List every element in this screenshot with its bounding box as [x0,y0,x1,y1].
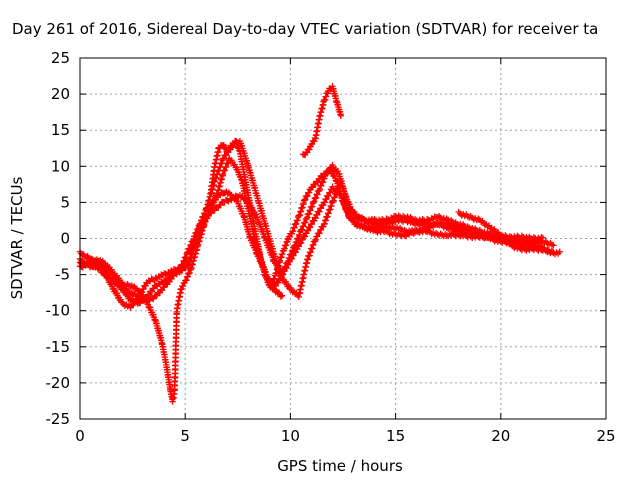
data-point [313,233,321,240]
x-tick-label-1: 5 [180,427,190,445]
y-tick-label-9: -20 [46,374,71,392]
x-tick-label-4: 20 [491,427,510,445]
data-point [317,205,325,212]
data-point [138,289,146,296]
y-tick-label-5: 0 [60,230,70,248]
y-tick-label-7: -10 [46,302,71,320]
data-point [299,236,306,243]
data-point [178,285,185,293]
data-point [325,192,332,199]
data-point [312,236,319,243]
data-point [229,143,237,151]
data-point [539,234,547,242]
data-point [313,211,321,219]
data-point [283,264,290,272]
data-point [337,112,345,119]
y-tick-label-4: 5 [60,193,70,211]
data-point [285,236,292,243]
y-tick-label-2: 15 [51,121,70,139]
data-point [290,252,297,259]
ticks: 0 5 10 15 20 25 25 20 15 10 5 0 -5 -10 -15 -20 -25 [46,49,616,445]
data-point [295,243,303,250]
data-point [306,146,313,153]
data-point [542,238,550,245]
y-tick-label-6: -5 [55,266,70,284]
data-point [274,279,282,286]
data-point [217,201,224,209]
data-point [301,196,309,203]
data-point [292,248,299,256]
data-point [323,195,330,203]
data-point [316,229,323,237]
data-point [140,285,147,293]
series-4 [207,137,286,300]
data-point [304,192,311,200]
data-point [316,208,323,215]
x-axis-title: GPS time / hours [277,457,403,475]
y-tick-label-8: -15 [46,338,71,356]
data-point [317,226,325,234]
data-point [550,242,557,249]
chart-title: Day 261 of 2016, Sidereal Day-to-day VTE… [12,20,598,38]
data-point [124,303,131,310]
data-point [297,239,305,247]
data-point [278,292,286,299]
x-tick-label-5: 25 [596,427,615,445]
data-point [548,241,556,248]
y-tick-label-1: 20 [51,85,70,103]
data-point [288,255,296,262]
y-tick-label-10: -25 [46,410,71,428]
data-point [304,227,312,234]
data-point [136,292,143,299]
x-tick-label-0: 0 [75,427,85,445]
data-point [556,248,563,255]
series-5 [299,83,345,159]
data-point [312,214,319,222]
y-axis-title: SDTVAR / TECUs [8,176,26,299]
data-point [277,293,285,300]
y-tick-label-3: 10 [51,157,70,175]
data-point [326,189,334,196]
data-point [179,282,187,290]
x-tick-label-2: 10 [281,427,300,445]
data-point [308,220,316,228]
data-point [321,199,329,206]
data-layer [76,83,563,405]
series-6 [455,208,563,258]
data-point [305,189,313,196]
data-point [301,233,309,240]
x-tick-label-3: 15 [386,427,405,445]
data-point [307,224,314,231]
data-point [284,261,292,268]
y-tick-label-0: 25 [51,49,70,67]
data-point [220,155,228,162]
